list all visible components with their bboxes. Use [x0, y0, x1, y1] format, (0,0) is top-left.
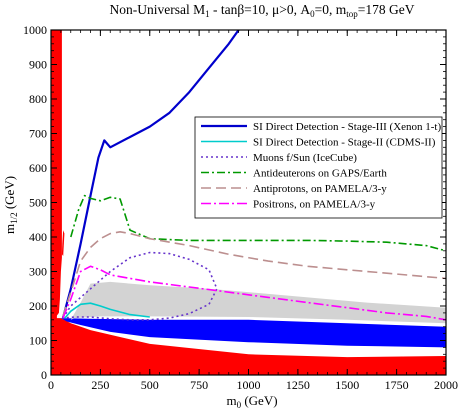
y-tick-label: 600: [29, 161, 47, 175]
y-axis-label-main: m: [2, 224, 17, 234]
y-tick-label: 700: [29, 127, 47, 141]
x-axis-label-main: m: [226, 393, 236, 408]
legend-label: Antiprotons, on PAMELA/3-y: [253, 183, 387, 195]
y-axis-label-unit: (GeV): [2, 176, 17, 212]
x-tick-label: 0: [48, 378, 54, 392]
y-tick-label: 900: [29, 58, 47, 72]
chart-title-tail: =178 GeV: [358, 2, 415, 17]
ticks-layer: [50, 29, 447, 376]
y-tick-label: 400: [29, 230, 47, 244]
series-line-1: [64, 302, 150, 319]
x-tick-label: 1500: [335, 378, 359, 392]
chart-title: Non-Universal M1 - tanβ=10, μ>0, A0=0, m…: [109, 2, 414, 19]
y-tick-label: 300: [29, 265, 47, 279]
chart-title-a-sub: 0: [310, 9, 315, 19]
x-tick-label: 1250: [286, 378, 310, 392]
y-tick-label: 100: [29, 334, 47, 348]
region-red-spike: [61, 230, 65, 256]
series-line-0: [61, 30, 240, 319]
x-tick-label: 500: [141, 378, 159, 392]
chart-title-pre-sub: 1: [205, 9, 210, 19]
y-tick-label: 0: [41, 368, 47, 382]
legend-label: SI Direct Detection - Stage-II (CDMS-II): [253, 137, 436, 149]
y-axis-label: m1/2 (GeV): [2, 176, 19, 234]
tick-labels-layer: 0 250 500 750 1000 1250 1500 1750 2000 0 100 200 300…: [23, 23, 458, 392]
y-tick-label: 800: [29, 92, 47, 106]
x-tick-label: 250: [91, 378, 109, 392]
x-tick-label: 1750: [385, 378, 409, 392]
series-line-4: [62, 231, 446, 317]
series-layer: [61, 30, 446, 321]
regions-layer: [51, 30, 446, 375]
x-axis-label-unit: (GeV): [241, 393, 277, 408]
chart-title-mid: =0, m: [315, 2, 347, 17]
legend: SI Direct Detection - Stage-III (Xenon 1…: [194, 116, 443, 219]
chart-title-pre: Non-Universal M: [109, 2, 205, 17]
y-tick-label: 200: [29, 299, 47, 313]
x-tick-label: 1000: [237, 378, 261, 392]
y-tick-label: 1000: [23, 23, 47, 37]
region-red-band-left: [55, 30, 62, 319]
x-axis-label: m0 (GeV): [226, 393, 277, 410]
y-tick-label: 500: [29, 196, 47, 210]
legend-label: Antideuterons on GAPS/Earth: [253, 168, 387, 180]
legend-label: Muons f/Sun (IceCube): [253, 152, 357, 164]
legend-label: SI Direct Detection - Stage-III (Xenon 1…: [253, 121, 441, 133]
series-line-2: [62, 251, 218, 321]
x-tick-label: 2000: [434, 378, 458, 392]
region-gray-band: [70, 281, 446, 324]
region-red-excluded: [51, 30, 446, 375]
legend-label: Positrons, on PAMELA/3-y: [253, 199, 376, 211]
series-line-5: [62, 265, 446, 321]
x-axis-label-sub: 0: [237, 400, 242, 410]
legend-box: [194, 116, 443, 219]
chart-title-post: - tanβ=10, μ>0, A: [210, 2, 311, 17]
chart-title-top-sub: top: [346, 9, 358, 19]
y-axis-label-sub: 1/2: [9, 212, 19, 224]
x-tick-label: 750: [190, 378, 208, 392]
region-blue-band: [60, 318, 446, 348]
